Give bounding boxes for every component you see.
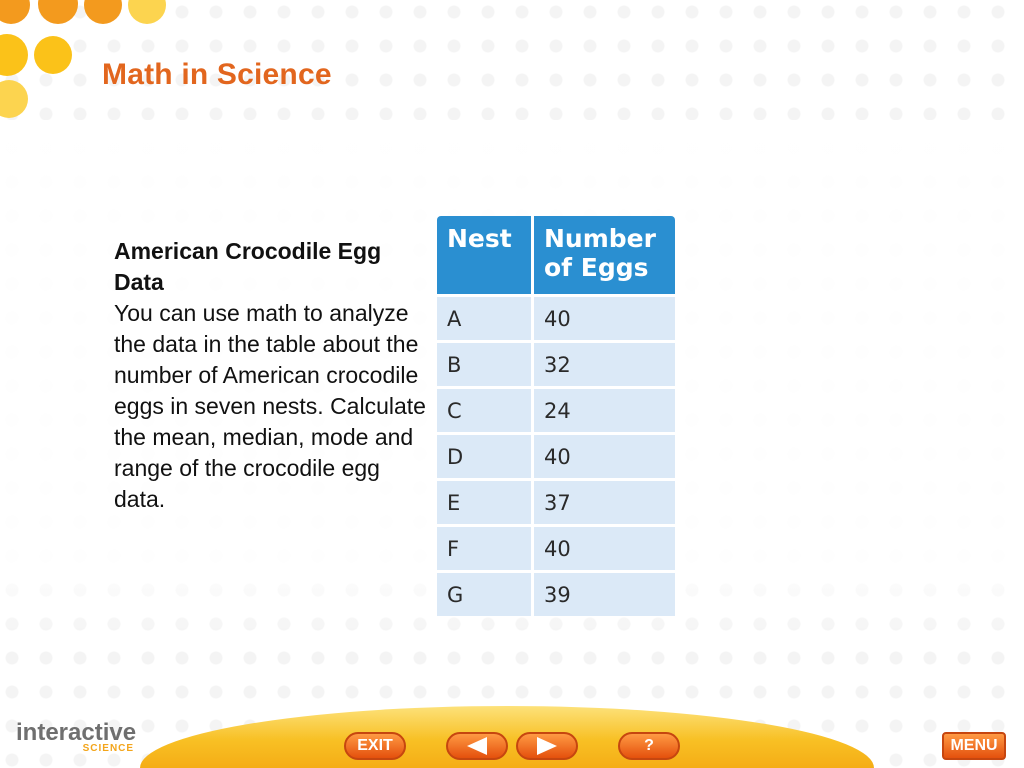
cell-eggs: 24 <box>534 386 675 432</box>
table-row: F 40 <box>437 524 675 570</box>
logo-sub-text: SCIENCE <box>82 743 135 754</box>
back-button[interactable] <box>446 732 508 760</box>
intro-text: American Crocodile Egg Data You can use … <box>114 236 426 515</box>
cell-nest: F <box>437 524 534 570</box>
cell-eggs: 32 <box>534 340 675 386</box>
table-row: G 39 <box>437 570 675 616</box>
table-header-row: Nest Number of Eggs <box>437 216 675 294</box>
table-row: E 37 <box>437 478 675 524</box>
cell-eggs: 40 <box>534 432 675 478</box>
arrow-right-icon <box>537 737 557 755</box>
table-row: A 40 <box>437 294 675 340</box>
cell-eggs: 40 <box>534 524 675 570</box>
cell-nest: A <box>437 294 534 340</box>
intro-heading: American Crocodile Egg Data <box>114 238 382 295</box>
cell-nest: B <box>437 340 534 386</box>
cell-nest: G <box>437 570 534 616</box>
cell-nest: D <box>437 432 534 478</box>
cell-nest: C <box>437 386 534 432</box>
exit-button[interactable]: EXIT <box>344 732 406 760</box>
cell-eggs: 39 <box>534 570 675 616</box>
table-row: C 24 <box>437 386 675 432</box>
table-row: B 32 <box>437 340 675 386</box>
decor-dot <box>34 36 72 74</box>
cell-eggs: 37 <box>534 478 675 524</box>
page-title: Math in Science <box>102 58 332 91</box>
header-number-of-eggs: Number of Eggs <box>534 216 675 294</box>
menu-button[interactable]: MENU <box>942 732 1006 760</box>
next-button[interactable] <box>516 732 578 760</box>
help-button[interactable]: ? <box>618 732 680 760</box>
header-nest: Nest <box>437 216 534 294</box>
egg-data-table: Nest Number of Eggs A 40 B 32 C 24 D 40 … <box>437 216 675 616</box>
cell-nest: E <box>437 478 534 524</box>
cell-eggs: 40 <box>534 294 675 340</box>
footer-bar: interactive SCIENCE EXIT ? MENU <box>0 698 1024 768</box>
footer-swoosh <box>140 706 874 768</box>
arrow-left-icon <box>467 737 487 755</box>
intro-body: You can use math to analyze the data in … <box>114 300 426 512</box>
table-row: D 40 <box>437 432 675 478</box>
interactive-science-logo: interactive SCIENCE <box>16 719 137 754</box>
logo-main-text: interactive <box>16 719 137 746</box>
